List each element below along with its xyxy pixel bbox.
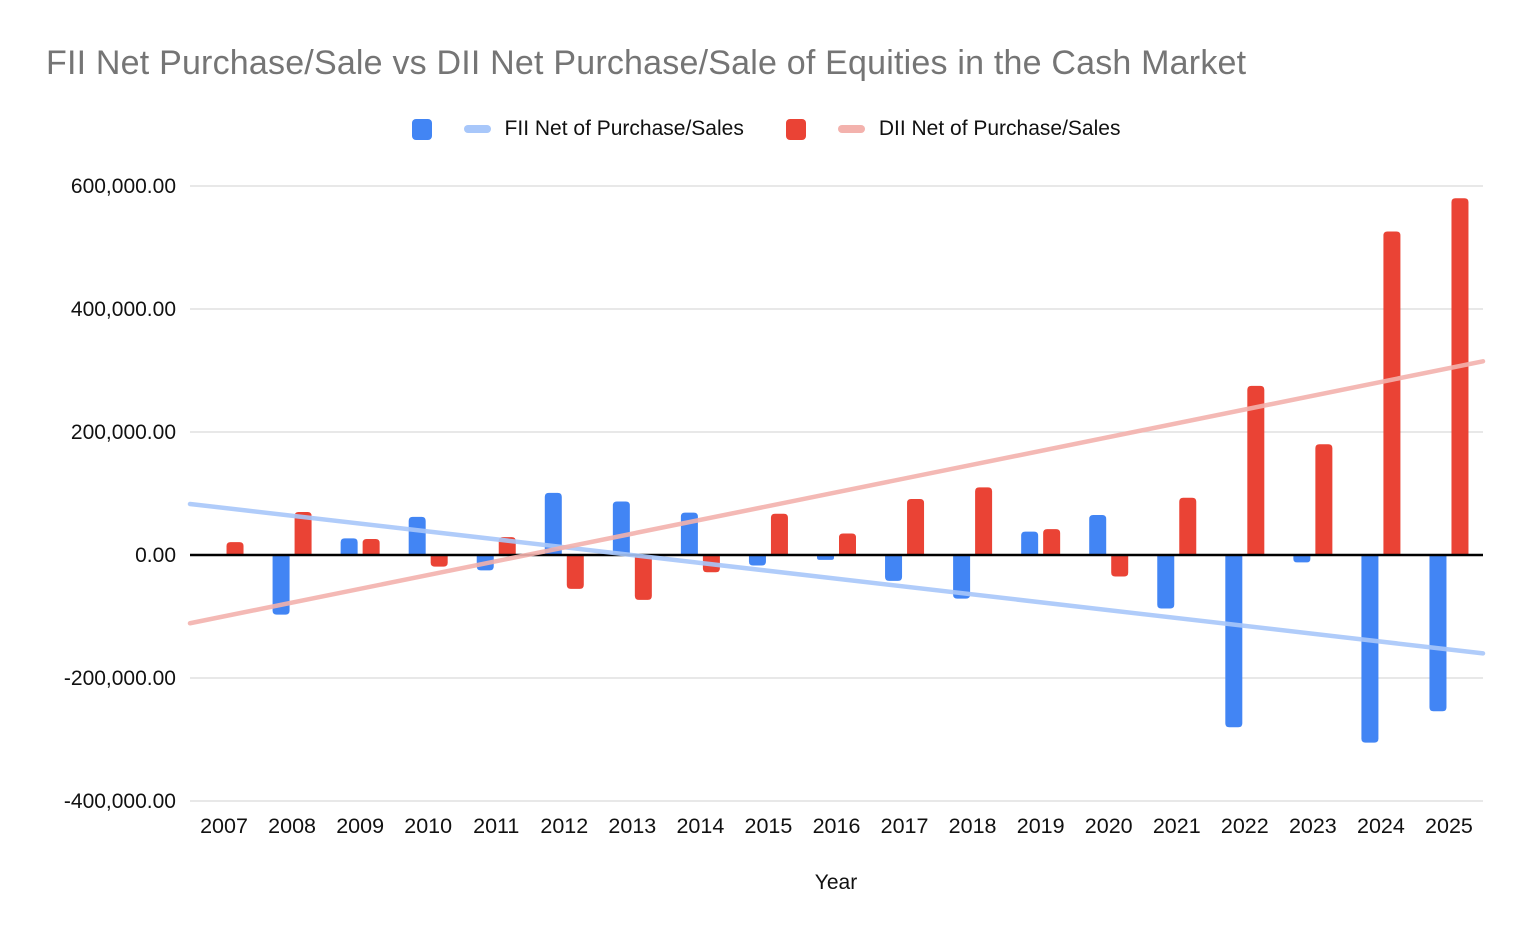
bar-fii-2009[interactable] [340, 538, 358, 555]
bar-dii-2010[interactable] [430, 555, 448, 567]
bar-fii-2008[interactable] [272, 555, 290, 615]
bar-dii-2022[interactable] [1247, 385, 1265, 555]
x-tick-label: 2007 [200, 814, 248, 838]
bar-dii-2021[interactable] [1179, 497, 1197, 555]
y-tick-label: 600,000.00 [71, 175, 176, 198]
x-tick-label: 2021 [1153, 814, 1201, 838]
fii-bar-swatch-icon [411, 118, 432, 140]
x-tick-label: 2017 [881, 814, 929, 838]
bar-dii-2024[interactable] [1383, 231, 1401, 555]
x-tick-label: 2013 [608, 814, 656, 838]
bar-fii-2017[interactable] [885, 555, 903, 581]
y-tick-label: 0.00 [135, 544, 176, 567]
x-tick-label: 2018 [949, 814, 997, 838]
y-tick-label: 400,000.00 [71, 298, 176, 321]
bar-dii-2017[interactable] [907, 499, 925, 555]
legend-label-fii: FII Net of Purchase/Sales [504, 117, 744, 140]
bar-dii-2019[interactable] [1043, 529, 1061, 555]
x-tick-label: 2020 [1085, 814, 1133, 838]
bar-fii-2024[interactable] [1361, 555, 1379, 743]
bar-fii-2022[interactable] [1225, 555, 1243, 728]
bar-fii-2025[interactable] [1429, 555, 1447, 712]
fii-trendline-swatch-icon [463, 125, 491, 133]
x-tick-label: 2015 [745, 814, 793, 838]
bar-dii-2015[interactable] [770, 513, 788, 555]
x-tick-label: 2011 [473, 814, 519, 838]
x-tick-label: 2009 [336, 814, 384, 838]
dii-trendline-swatch-icon [837, 125, 865, 133]
x-tick-label: 2019 [1017, 814, 1065, 838]
bar-dii-2009[interactable] [362, 539, 380, 555]
bar-dii-2020[interactable] [1111, 555, 1129, 577]
bar-dii-2018[interactable] [975, 487, 993, 555]
bar-fii-2023[interactable] [1293, 555, 1311, 563]
x-tick-label: 2025 [1425, 814, 1473, 838]
bar-dii-2016[interactable] [839, 533, 856, 555]
y-tick-label: -200,000.00 [64, 667, 176, 690]
x-tick-label: 2008 [268, 814, 316, 838]
trendline-fii [187, 501, 1486, 656]
bar-dii-2012[interactable] [566, 555, 584, 589]
bar-dii-2008[interactable] [294, 511, 312, 555]
bar-dii-2013[interactable] [634, 555, 652, 600]
bar-dii-2023[interactable] [1315, 444, 1333, 555]
trendline-dii [187, 359, 1486, 626]
bar-fii-2018[interactable] [953, 555, 971, 599]
y-tick-label: -400,000.00 [64, 790, 176, 813]
x-axis-title: Year [814, 871, 858, 894]
x-tick-label: 2024 [1357, 814, 1405, 838]
x-tick-label: 2014 [676, 814, 724, 838]
legend-item-dii[interactable]: DII Net of Purchase/Sales [785, 117, 1121, 141]
x-tick-label: 2010 [404, 814, 452, 838]
x-tick-label: 2012 [540, 814, 588, 838]
y-tick-label: 200,000.00 [71, 421, 176, 444]
dii-bar-swatch-icon [785, 118, 806, 140]
chart-legend: FII Net of Purchase/Sales DII Net of Pur… [0, 117, 1532, 141]
x-tick-label: 2023 [1289, 814, 1337, 838]
x-tick-label: 2016 [813, 814, 861, 838]
bar-fii-2012[interactable] [544, 492, 562, 555]
bar-fii-2015[interactable] [748, 555, 766, 566]
bar-fii-2021[interactable] [1157, 555, 1175, 609]
legend-label-dii: DII Net of Purchase/Sales [878, 117, 1121, 140]
bar-fii-2013[interactable] [612, 501, 630, 555]
bar-fii-2019[interactable] [1021, 531, 1039, 555]
legend-item-fii[interactable]: FII Net of Purchase/Sales [411, 117, 744, 141]
bar-fii-2020[interactable] [1089, 515, 1107, 555]
bar-dii-2007[interactable] [226, 542, 244, 555]
bar-dii-2025[interactable] [1451, 198, 1469, 556]
x-tick-label: 2022 [1221, 814, 1269, 838]
bar-fii-2010[interactable] [408, 516, 426, 555]
chart-title: FII Net Purchase/Sale vs DII Net Purchas… [46, 44, 1247, 82]
